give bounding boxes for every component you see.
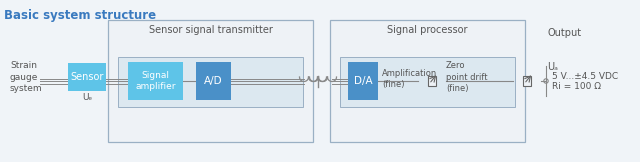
Text: Signal
amplifier: Signal amplifier [135, 71, 176, 91]
Bar [68, 63, 106, 91]
Text: Basic system structure: Basic system structure [4, 9, 156, 22]
Text: Sensor: Sensor [70, 72, 104, 82]
Bar [523, 76, 531, 86]
Bar [128, 62, 183, 100]
Text: Zero
point drift
(fine): Zero point drift (fine) [446, 61, 488, 93]
Text: Signal processor: Signal processor [387, 25, 468, 35]
Bar [118, 57, 303, 107]
Text: A/D: A/D [204, 76, 223, 86]
Text: 5 V...±4.5 VDC: 5 V...±4.5 VDC [552, 72, 618, 81]
Text: Uₐ: Uₐ [547, 62, 558, 72]
Text: D/A: D/A [354, 76, 372, 86]
Bar [428, 76, 436, 86]
Bar [340, 57, 515, 107]
Text: Sensor signal transmitter: Sensor signal transmitter [148, 25, 273, 35]
Bar [108, 20, 313, 142]
Text: Ri = 100 Ω: Ri = 100 Ω [552, 82, 601, 91]
Bar [196, 62, 231, 100]
Text: Output: Output [547, 28, 581, 38]
Bar [330, 20, 525, 142]
Text: Amplification
(fine): Amplification (fine) [382, 69, 437, 89]
Text: Uₑ: Uₑ [82, 93, 92, 103]
Text: Strain
gauge
system: Strain gauge system [10, 61, 43, 93]
Bar [348, 62, 378, 100]
